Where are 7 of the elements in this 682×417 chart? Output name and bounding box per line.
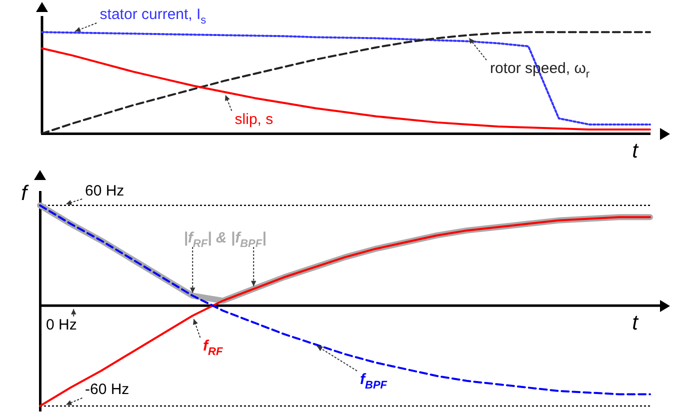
ref-line-label: 60 Hz [85,182,124,200]
ref-line-label: 0 Hz [46,316,77,334]
series-label: slip, s [234,111,274,128]
x-axis-title: t [632,140,640,163]
y-axis-title: f [21,182,30,205]
ref-line-label: -60 Hz [85,380,130,398]
x-axis-title: t [632,312,640,335]
